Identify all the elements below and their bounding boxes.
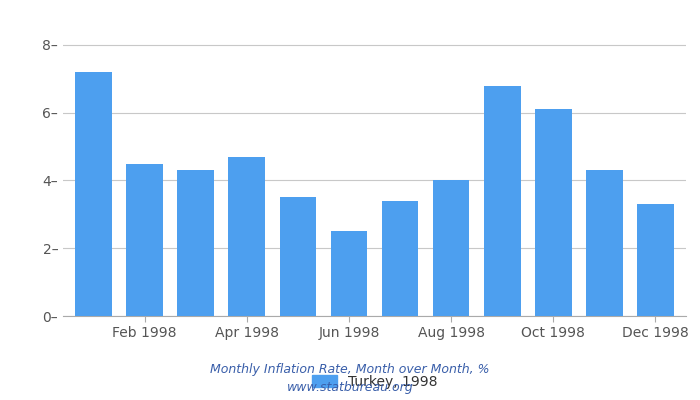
Bar xyxy=(76,72,112,316)
Legend: Turkey, 1998: Turkey, 1998 xyxy=(312,375,438,389)
Bar xyxy=(637,204,673,316)
Bar xyxy=(484,86,521,316)
Text: Monthly Inflation Rate, Month over Month, %: Monthly Inflation Rate, Month over Month… xyxy=(210,364,490,376)
Bar xyxy=(177,170,214,316)
Bar xyxy=(228,157,265,316)
Bar xyxy=(382,201,419,316)
Text: www.statbureau.org: www.statbureau.org xyxy=(287,382,413,394)
Bar xyxy=(586,170,623,316)
Bar xyxy=(279,198,316,316)
Bar xyxy=(433,180,470,316)
Bar xyxy=(126,164,163,316)
Bar xyxy=(330,231,368,316)
Bar xyxy=(535,109,572,316)
